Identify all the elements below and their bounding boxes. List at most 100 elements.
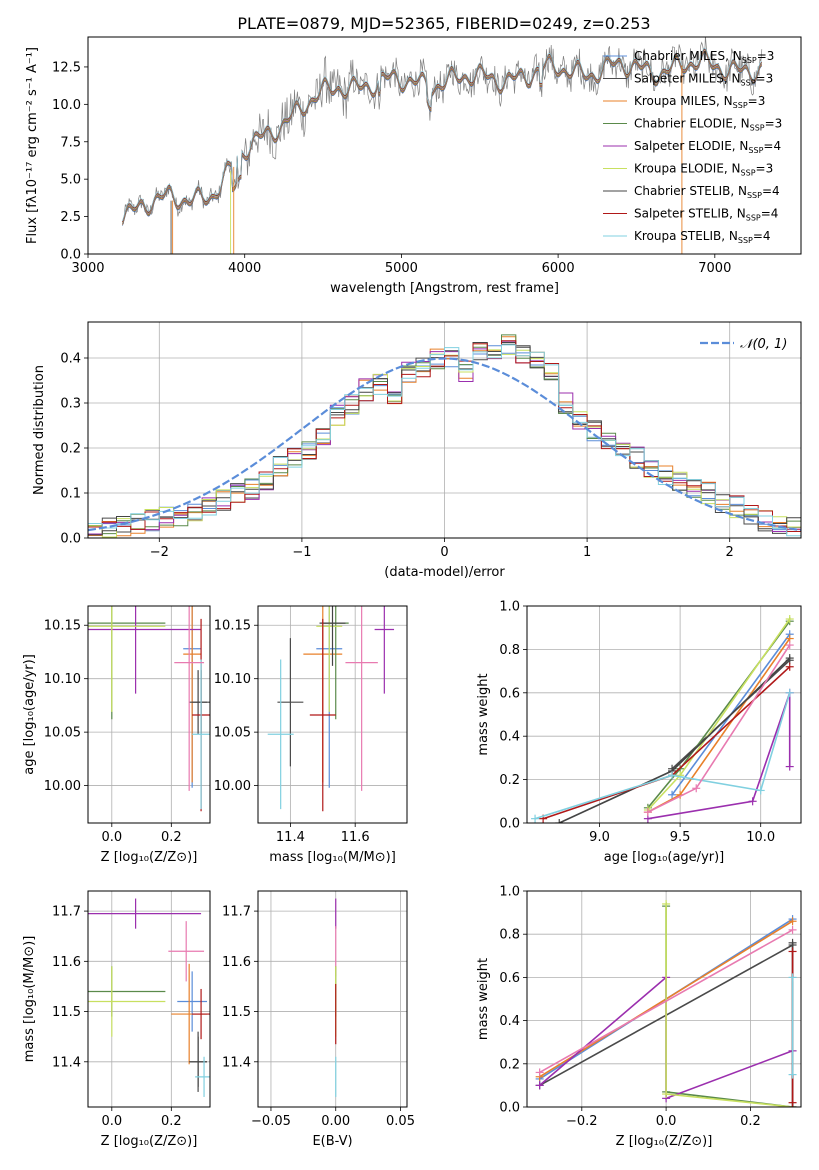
legend-label: Chabrier STELIB, NSSP=4 (634, 184, 780, 200)
x-tick-label: 11.4 (276, 830, 305, 845)
y-tick-label: 10.0 (52, 98, 81, 113)
x-axis-label: (data-model)/error (384, 565, 505, 580)
x-tick-label: 0.05 (386, 1114, 415, 1129)
charts-layer: 3000 4000 5000 6000 70000.02.55.07.510.012.5… (22, 36, 802, 1149)
panel-age-vs-Z: 0.0 0.2 10.00 10.05 10.10 10.15 Z [log₁₀(Z/Z⊙)… (22, 605, 211, 865)
y-tick-label: 11.4 (52, 1055, 81, 1070)
x-tick-label: 0.0 (101, 830, 122, 845)
x-axis-label: E(B-V) (312, 1134, 352, 1149)
y-tick-label: 0.6 (499, 686, 520, 701)
weight-line (647, 692, 791, 820)
hist-salpeter-stelib (88, 340, 801, 532)
y-tick-label: 0.0 (499, 1101, 520, 1116)
y-tick-label: 11.6 (52, 955, 81, 970)
y-tick-label: 10.10 (214, 672, 251, 687)
figure-title: PLATE=0879, MJD=52365, FIBERID=0249, z=0… (237, 14, 650, 33)
y-tick-label: 0.2 (499, 1057, 520, 1072)
x-tick-label: 0.2 (740, 1114, 761, 1129)
y-tick-label: 1.0 (499, 600, 520, 615)
y-tick-label: 10.00 (44, 779, 81, 794)
x-tick-label: −0.05 (251, 1114, 291, 1129)
y-axis-label: age [log₁₀(age/yr)] (22, 654, 37, 775)
y-tick-label: 7.5 (60, 135, 81, 150)
x-axis-label: age [log₁₀(age/yr)] (604, 850, 725, 865)
y-tick-label: 0.6 (499, 971, 520, 986)
axes-frame (526, 890, 802, 1108)
y-axis-label: Normed distribution (32, 365, 47, 495)
hist-kroupa-stelib (88, 344, 801, 537)
y-tick-label: 0.4 (499, 1014, 520, 1029)
legend-label: Salpeter MILES, NSSP=3 (634, 72, 773, 88)
y-tick-label: 11.7 (52, 905, 81, 920)
legend-label: Kroupa ELODIE, NSSP=3 (634, 162, 773, 178)
y-tick-label: 0.0 (60, 248, 81, 263)
plot-area-mass-weight-vs-Z (535, 899, 797, 1107)
panel-mass-vs-Z: 0.0 0.2 11.4 11.5 11.6 11.7 Z [log₁₀(Z/Z⊙)] mas… (22, 890, 211, 1149)
plot-area-age-vs-mass (267, 606, 395, 812)
y-tick-label: 11.6 (222, 955, 251, 970)
axes-frame (87, 36, 802, 255)
axes-frame (526, 605, 802, 824)
panel-residuals: −2 −1 0 1 2 0.0 0.1 0.2 0.3 0.4 (data-model)/error… (32, 321, 802, 580)
x-tick-label: 0.0 (656, 1114, 677, 1129)
y-tick-label: 0.2 (499, 773, 520, 788)
y-tick-label: 11.5 (52, 1005, 81, 1020)
model-line-salpeter-miles (122, 51, 763, 226)
x-tick-label: 0.00 (321, 1114, 350, 1129)
legend-label: Chabrier ELODIE, NSSP=3 (634, 117, 782, 133)
plot-area-age-vs-Z (88, 606, 210, 812)
x-axis-label: wavelength [Angstrom, rest frame] (330, 281, 559, 296)
y-axis-label: mass weight (476, 958, 491, 1040)
model-line-kroupa-stelib (122, 47, 763, 222)
x-tick-label: 1 (583, 545, 591, 560)
y-tick-label: 10.05 (214, 726, 251, 741)
x-axis-label: Z [log₁₀(Z/Z⊙)] (101, 1134, 198, 1149)
plot-area-residuals (88, 334, 801, 538)
y-tick-label: 0.4 (60, 352, 81, 367)
y-axis-label: mass [log₁₀(M/M⊙)] (22, 936, 37, 1063)
x-tick-label: 9.5 (670, 830, 691, 845)
x-tick-label: 11.6 (341, 830, 370, 845)
x-axis-label: mass [log₁₀(M/M⊙)] (269, 850, 396, 865)
y-tick-label: 0.4 (499, 730, 520, 745)
panel-mass-weight-vs-Z: −0.2 0.0 0.2 0.0 0.2 0.4 0.6 0.8 1.0 Z [log₁₀(Z/Z… (476, 885, 802, 1149)
axes-frame (257, 605, 408, 824)
model-line-kroupa-elodie (122, 49, 763, 223)
legend-label: Salpeter STELIB, NSSP=4 (634, 207, 778, 223)
legend-label: Kroupa STELIB, NSSP=4 (634, 229, 771, 245)
model-line-salpeter-elodie (122, 50, 763, 224)
legend-normal-label: 𝒩(0, 1) (740, 337, 787, 352)
y-tick-label: 10.15 (44, 619, 81, 634)
model-line-kroupa-miles (122, 51, 763, 225)
panel-mass-vs-EBV: −0.05 0.00 0.05 11.4 11.5 11.6 11.7 E(B-V) (222, 890, 415, 1149)
x-tick-label: −1 (292, 545, 311, 560)
x-tick-label: 7000 (698, 261, 731, 276)
y-tick-label: 10.05 (44, 726, 81, 741)
x-tick-label: −2 (150, 545, 169, 560)
y-tick-label: 11.7 (222, 905, 251, 920)
axes-frame (257, 890, 408, 1108)
spectrum-legend: Chabrier MILES, NSSP=3 Salpeter MILES, NS… (603, 49, 782, 245)
y-tick-label: 0.2 (60, 442, 81, 457)
y-tick-label: 0.8 (499, 643, 520, 658)
x-tick-label: 5000 (385, 261, 418, 276)
x-tick-label: 0 (440, 545, 448, 560)
y-tick-label: 0.1 (60, 487, 81, 502)
y-axis-label: mass weight (476, 673, 491, 755)
y-tick-label: 10.10 (44, 672, 81, 687)
weight-line (539, 929, 793, 1074)
legend-label: Salpeter ELODIE, NSSP=4 (634, 139, 781, 155)
y-tick-label: 10.00 (214, 779, 251, 794)
normal-curve (88, 357, 801, 532)
x-tick-label: −0.2 (566, 1114, 598, 1129)
x-tick-label: 10.0 (746, 830, 775, 845)
x-tick-label: 0.2 (161, 1114, 182, 1129)
y-tick-label: 12.5 (52, 60, 81, 75)
y-axis-label: Flux [fλ10⁻¹⁷ erg cm⁻² s⁻¹ A⁻¹] (25, 47, 40, 244)
panel-age-vs-mass: 11.4 11.6 10.00 10.05 10.10 10.15 mass [log₁₀(… (214, 605, 408, 865)
x-axis-label: Z [log₁₀(Z/Z⊙)] (101, 850, 198, 865)
weight-line (534, 692, 791, 820)
y-tick-label: 5.0 (60, 173, 81, 188)
panel-spectrum: 3000 4000 5000 6000 7000 0.0 2.5 5.0 7.5 10.0 12.5… (25, 36, 802, 296)
